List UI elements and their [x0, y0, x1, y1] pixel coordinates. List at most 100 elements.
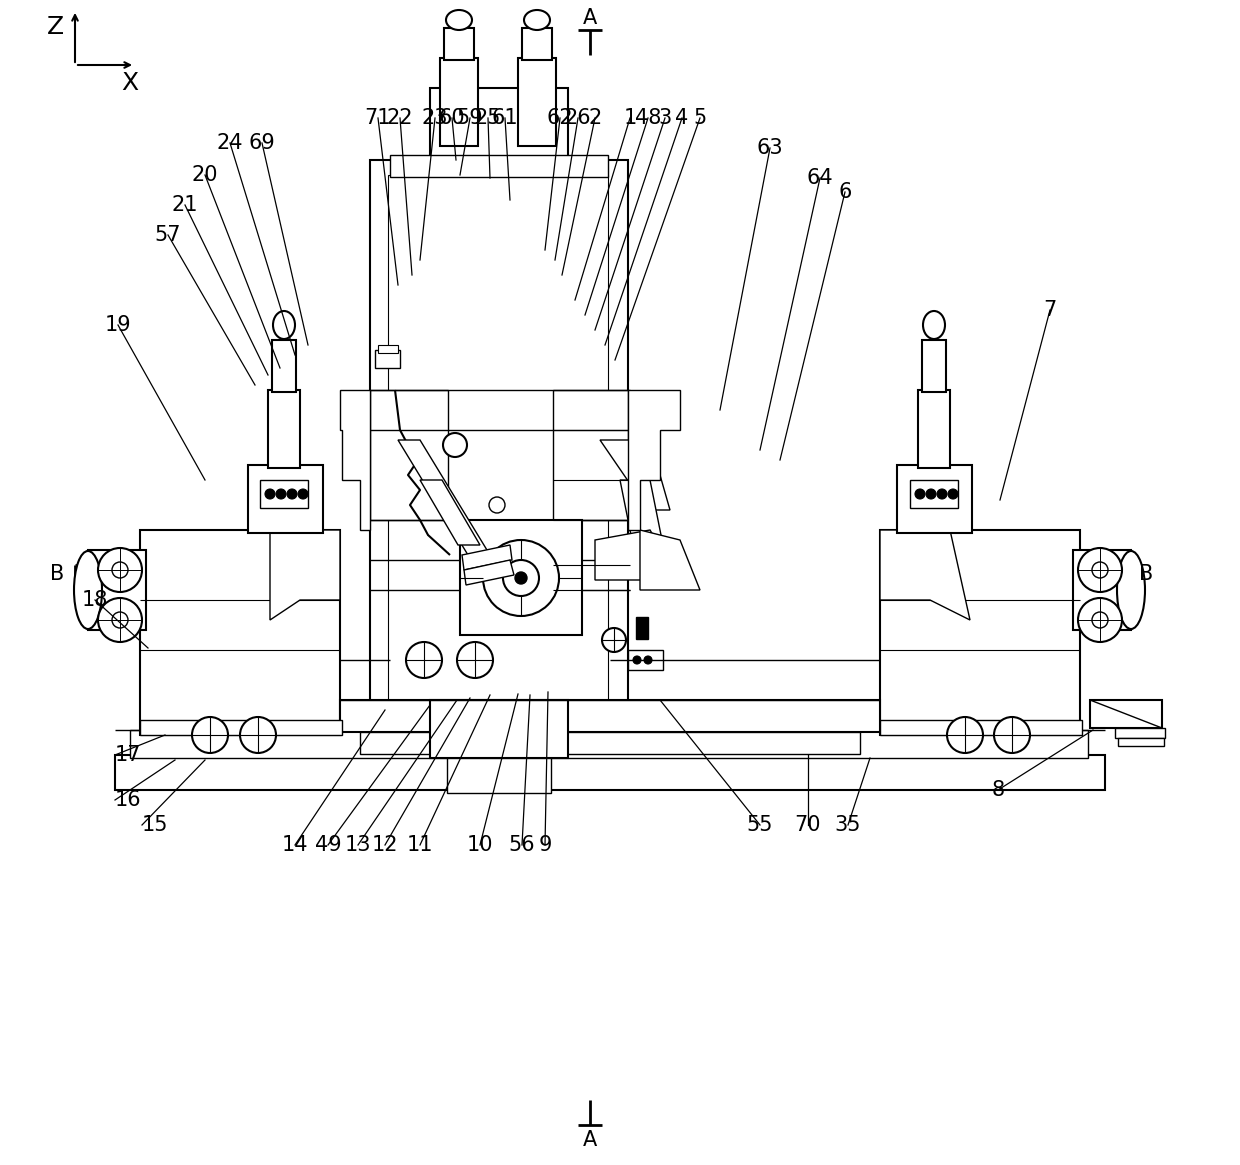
Circle shape [1092, 562, 1109, 578]
Circle shape [98, 548, 143, 592]
Circle shape [1078, 598, 1122, 642]
Ellipse shape [273, 311, 295, 339]
Text: 15: 15 [143, 816, 169, 835]
Text: 25: 25 [475, 108, 501, 128]
Ellipse shape [923, 311, 945, 339]
Text: 35: 35 [835, 816, 862, 835]
Circle shape [994, 716, 1030, 753]
Circle shape [644, 656, 652, 664]
Text: 20: 20 [192, 165, 218, 185]
Text: 24: 24 [217, 133, 243, 153]
Bar [130, 730, 1087, 758]
Circle shape [112, 612, 128, 628]
Bar [260, 480, 308, 508]
Bar [360, 732, 861, 754]
Text: 9: 9 [538, 835, 552, 855]
Circle shape [926, 489, 936, 499]
Polygon shape [620, 480, 662, 541]
Circle shape [98, 598, 143, 642]
Bar [446, 758, 551, 793]
Text: 17: 17 [115, 744, 141, 765]
Bar [918, 390, 950, 468]
Circle shape [489, 497, 505, 513]
Polygon shape [640, 530, 701, 589]
Bar [444, 28, 474, 61]
Bar [1115, 728, 1166, 737]
Text: 56: 56 [508, 835, 536, 855]
Text: B: B [50, 564, 64, 584]
Polygon shape [463, 545, 512, 570]
Text: 55: 55 [746, 816, 774, 835]
Text: 59: 59 [456, 108, 484, 128]
Text: 7: 7 [1043, 301, 1056, 320]
Circle shape [947, 716, 983, 753]
Polygon shape [420, 480, 480, 545]
Circle shape [458, 642, 494, 678]
Bar [910, 480, 959, 508]
Bar [522, 28, 552, 61]
Text: 26: 26 [564, 108, 591, 128]
Text: A: A [583, 8, 598, 28]
Text: 10: 10 [466, 835, 494, 855]
Circle shape [632, 656, 641, 664]
Text: 61: 61 [492, 108, 518, 128]
Circle shape [601, 628, 626, 652]
Text: 2: 2 [588, 108, 601, 128]
Circle shape [1078, 548, 1122, 592]
Bar [430, 700, 568, 758]
Bar [268, 390, 300, 468]
Text: 64: 64 [807, 168, 833, 188]
Text: 16: 16 [115, 790, 141, 810]
Polygon shape [600, 440, 670, 510]
Circle shape [443, 433, 467, 457]
Bar [88, 550, 146, 630]
Text: 3: 3 [658, 108, 672, 128]
Text: 71: 71 [365, 108, 392, 128]
Text: 69: 69 [249, 133, 275, 153]
Text: 60: 60 [439, 108, 465, 128]
Circle shape [937, 489, 947, 499]
Bar [430, 89, 568, 160]
Bar [897, 465, 972, 534]
Circle shape [241, 716, 277, 753]
Circle shape [915, 489, 925, 499]
Bar [1073, 550, 1131, 630]
Text: 19: 19 [104, 315, 131, 336]
Text: 21: 21 [172, 195, 198, 216]
Circle shape [298, 489, 308, 499]
Circle shape [515, 572, 527, 584]
Text: 57: 57 [155, 225, 181, 245]
Bar [391, 155, 608, 177]
Text: Z: Z [46, 15, 63, 38]
Text: 8: 8 [992, 781, 1004, 800]
Text: 11: 11 [407, 835, 433, 855]
Bar [140, 720, 342, 735]
Text: 23: 23 [422, 108, 448, 128]
Text: 70: 70 [795, 816, 821, 835]
Circle shape [949, 489, 959, 499]
Bar [636, 617, 649, 638]
Bar [388, 175, 608, 730]
Polygon shape [398, 440, 490, 555]
Text: B: B [1138, 564, 1153, 584]
Bar [460, 520, 582, 635]
Text: 48: 48 [635, 108, 661, 128]
Polygon shape [627, 390, 680, 530]
Text: 14: 14 [281, 835, 309, 855]
Bar [1090, 700, 1162, 728]
Text: A: A [583, 1130, 598, 1150]
Circle shape [112, 562, 128, 578]
Circle shape [1092, 612, 1109, 628]
Bar [440, 58, 477, 146]
Circle shape [405, 642, 441, 678]
Polygon shape [464, 560, 515, 585]
Bar [370, 390, 448, 520]
Bar [248, 465, 322, 534]
Text: 12: 12 [372, 835, 398, 855]
Bar [627, 650, 663, 670]
Ellipse shape [74, 551, 102, 629]
Polygon shape [270, 530, 340, 620]
Text: 22: 22 [387, 108, 413, 128]
Circle shape [286, 489, 298, 499]
Text: 5: 5 [693, 108, 707, 128]
